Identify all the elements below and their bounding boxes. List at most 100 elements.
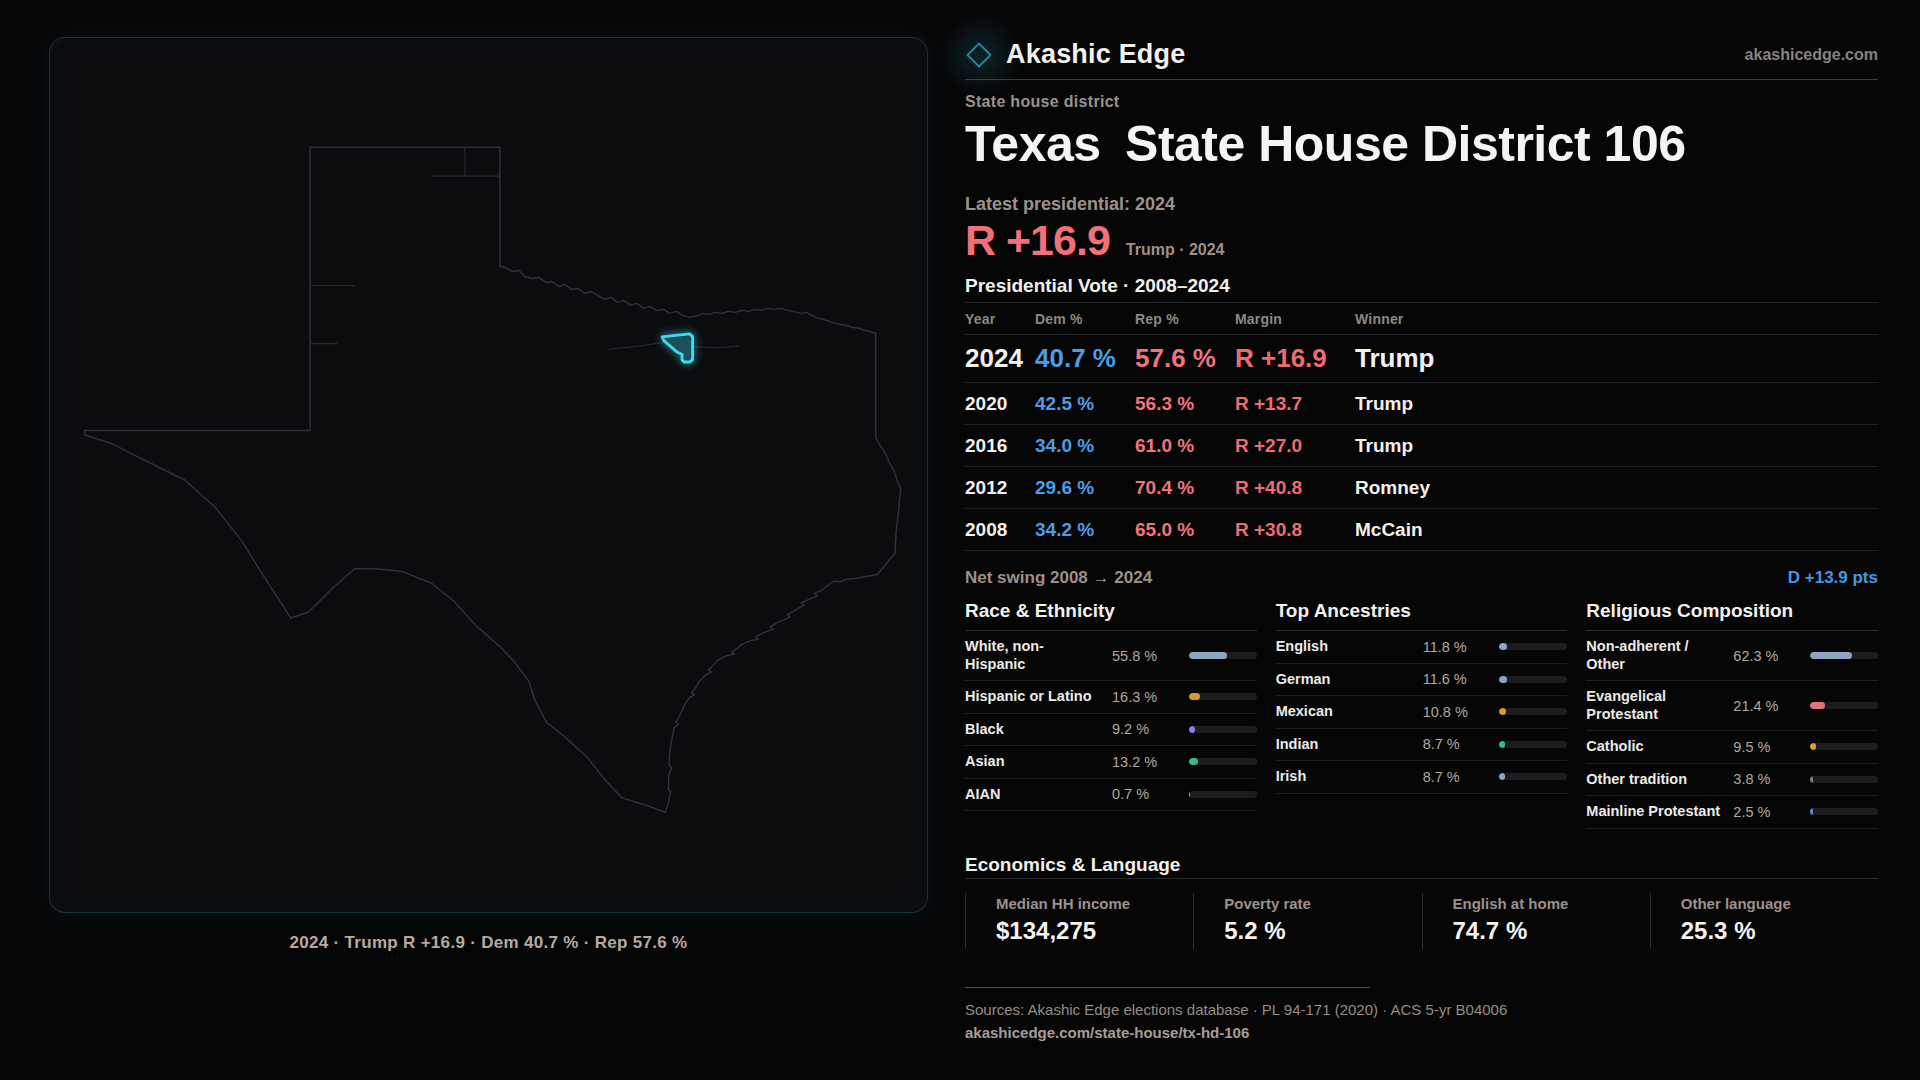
demographic-bar	[1189, 758, 1257, 765]
table-cell: 2016	[965, 435, 1035, 457]
table-cell: McCain	[1355, 519, 1878, 541]
demographic-bar-fill	[1499, 741, 1505, 748]
demographic-bar	[1189, 726, 1257, 733]
table-cell: 34.0 %	[1035, 435, 1135, 457]
demographic-value: 8.7 %	[1423, 736, 1489, 752]
demographic-label: Other tradition	[1586, 771, 1722, 789]
district-report: Akashic Edge akashicedge.com State house…	[965, 30, 1878, 1042]
table-cell: Romney	[1355, 477, 1878, 499]
demographic-label: Black	[965, 721, 1101, 739]
demographic-bar	[1499, 643, 1567, 650]
table-cell: 34.2 %	[1035, 519, 1135, 541]
headline-margin-value: R +16.9	[965, 216, 1110, 264]
table-cell: R +27.0	[1235, 435, 1355, 457]
demographic-value: 3.8 %	[1733, 771, 1799, 787]
demographic-row: Catholic9.5 %	[1586, 731, 1878, 764]
demographic-row: Mainline Protestant2.5 %	[1586, 796, 1878, 829]
demographic-value: 9.2 %	[1112, 721, 1178, 737]
column-header: Dem %	[1035, 311, 1135, 327]
demographic-row: Evangelical Protestant 21.4 %	[1586, 681, 1878, 731]
table-row: 202440.7 %57.6 %R +16.9Trump	[965, 335, 1878, 383]
table-cell: Trump	[1355, 343, 1878, 374]
demographic-bar-fill	[1810, 652, 1852, 659]
demographic-value: 0.7 %	[1112, 786, 1178, 802]
table-cell: 42.5 %	[1035, 393, 1135, 415]
demographic-bar-fill	[1499, 643, 1507, 650]
demographic-label: Mexican	[1276, 703, 1412, 721]
stat-value: 25.3 %	[1681, 917, 1878, 945]
demographic-bar	[1189, 693, 1257, 700]
demographic-label: Evangelical Protestant	[1586, 688, 1722, 723]
latest-presidential-label: Latest presidential: 2024	[965, 194, 1878, 215]
diamond-logo-icon	[965, 41, 993, 69]
table-cell: 40.7 %	[1035, 343, 1135, 374]
column-header: Rep %	[1135, 311, 1235, 327]
table-cell: R +16.9	[1235, 343, 1355, 374]
table-cell: 65.0 %	[1135, 519, 1235, 541]
demographic-label: Irish	[1276, 768, 1412, 786]
stat-value: $134,275	[996, 917, 1193, 945]
demographic-label: Hispanic or Latino	[965, 688, 1101, 706]
demographic-bar	[1810, 743, 1878, 750]
sources-text: Sources: Akashic Edge elections database…	[965, 1001, 1878, 1019]
table-cell: 57.6 %	[1135, 343, 1235, 374]
economics-stats: Median HH income$134,275Poverty rate5.2 …	[965, 893, 1878, 949]
presidential-vote-table: YearDem %Rep %MarginWinner202440.7 %57.6…	[965, 302, 1878, 551]
demographic-value: 13.2 %	[1112, 754, 1178, 770]
table-title: Presidential Vote · 2008–2024	[965, 275, 1878, 297]
demographic-bar-fill	[1499, 708, 1506, 715]
table-cell: R +40.8	[1235, 477, 1355, 499]
net-swing-value: D +13.9 pts	[1788, 568, 1878, 588]
demographic-label: White, non-Hispanic	[965, 638, 1101, 673]
demographic-label: Indian	[1276, 736, 1412, 754]
brand-domain-link[interactable]: akashicedge.com	[1745, 46, 1878, 64]
demographic-row: White, non-Hispanic 55.8 %	[965, 631, 1257, 681]
state-map-panel	[49, 37, 928, 913]
demographic-bar-fill	[1189, 693, 1200, 700]
demographic-row: Black 9.2 %	[965, 714, 1257, 747]
demographic-value: 55.8 %	[1112, 648, 1178, 664]
table-row: 201229.6 %70.4 %R +40.8Romney	[965, 467, 1878, 509]
texas-outline	[85, 147, 901, 812]
demographic-bar-fill	[1189, 726, 1195, 733]
demographic-value: 8.7 %	[1423, 769, 1489, 785]
demographic-bar	[1810, 808, 1878, 815]
demographic-label: AIAN	[965, 786, 1101, 804]
demographic-bar	[1499, 676, 1567, 683]
stat-value: 5.2 %	[1224, 917, 1421, 945]
demographic-value: 10.8 %	[1423, 704, 1489, 720]
district-shape[interactable]	[662, 334, 692, 362]
table-cell: 2020	[965, 393, 1035, 415]
demographic-bar-fill	[1189, 758, 1198, 765]
demographic-bar-fill	[1189, 791, 1190, 798]
economics-stat: English at home74.7 %	[1422, 893, 1650, 949]
demographic-bar-fill	[1810, 702, 1825, 709]
stat-label: Other language	[1681, 895, 1878, 913]
table-cell: 2012	[965, 477, 1035, 499]
table-cell: 56.3 %	[1135, 393, 1235, 415]
demographics-column-title: Race & Ethnicity	[965, 600, 1257, 631]
table-cell: 2008	[965, 519, 1035, 541]
demographic-row: English11.8 %	[1276, 631, 1568, 664]
demographic-row: Hispanic or Latino16.3 %	[965, 681, 1257, 714]
demographics-column-title: Top Ancestries	[1276, 600, 1568, 631]
demographic-bar	[1189, 652, 1257, 659]
demographic-row: Other tradition 3.8 %	[1586, 764, 1878, 797]
permalink[interactable]: akashicedge.com/state-house/tx-hd-106	[965, 1024, 1878, 1042]
stat-label: English at home	[1453, 895, 1650, 913]
demographic-value: 21.4 %	[1733, 698, 1799, 714]
column-header: Year	[965, 311, 1035, 327]
demographics-columns: Race & Ethnicity White, non-Hispanic 55.8 …	[965, 600, 1878, 829]
page-title: Texas State House District 106	[965, 117, 1878, 171]
demographic-value: 11.6 %	[1423, 671, 1489, 687]
demographic-row: German11.6 %	[1276, 664, 1568, 697]
demographic-label: Asian	[965, 753, 1101, 771]
demographic-bar	[1499, 773, 1567, 780]
table-cell: Trump	[1355, 435, 1878, 457]
demographic-row: Irish 8.7 %	[1276, 761, 1568, 794]
table-cell: R +13.7	[1235, 393, 1355, 415]
demographic-bar	[1810, 652, 1878, 659]
demographic-bar-fill	[1189, 652, 1227, 659]
demographic-bar-fill	[1810, 808, 1813, 815]
demographics-column: Religious CompositionNon-adherent / Othe…	[1586, 600, 1878, 829]
